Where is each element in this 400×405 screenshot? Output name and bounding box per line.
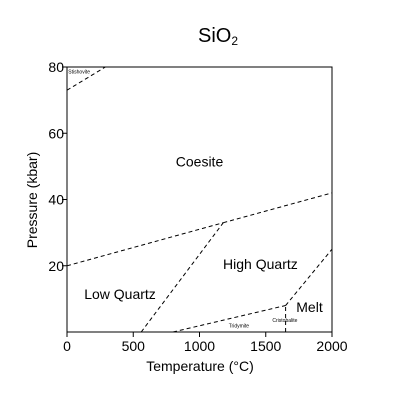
y-tick-label: 20 (48, 258, 64, 274)
x-tick-label: 500 (122, 338, 146, 354)
boundary-coesite-low-quartz (66, 222, 224, 267)
boundary-low-high-quartz (140, 222, 224, 333)
region-label: Melt (296, 299, 323, 315)
chart-title: SiO2 (198, 25, 238, 48)
y-axis-ticks: 20 40 60 80 (48, 59, 67, 274)
region-label: Stishovite (68, 70, 90, 76)
x-tick-label: 2000 (316, 338, 347, 354)
boundary-high-quartz-melt (285, 248, 333, 306)
y-tick-label: 40 (48, 192, 64, 208)
y-tick-label: 60 (48, 125, 64, 141)
x-tick-label: 1500 (250, 338, 281, 354)
x-tick-label: 0 (63, 338, 71, 354)
boundary-high-quartz-tridymite (172, 305, 286, 333)
region-label: Coesite (176, 153, 224, 169)
x-axis-ticks: 0 500 1000 1500 2000 (63, 332, 348, 354)
x-tick-label: 1000 (184, 338, 215, 354)
boundary-coesite-high-quartz (223, 192, 333, 224)
chart-title-main: SiO (198, 25, 231, 47)
boundary-stishovite-coesite (66, 66, 106, 91)
region-label: Low Quartz (84, 286, 156, 302)
region-label: Tridymite (229, 324, 250, 330)
region-label: Cristobalite (272, 318, 297, 324)
x-axis-label: Temperature (°C) (146, 358, 254, 374)
region-labels: Stishovite Coesite High Quartz Low Quartz Me… (68, 70, 323, 330)
phase-boundaries (66, 66, 333, 333)
y-tick-label: 80 (48, 59, 64, 75)
y-axis-label: Pressure (kbar) (24, 152, 40, 248)
chart-title-subscript: 2 (231, 34, 238, 48)
region-label: High Quartz (223, 256, 298, 272)
